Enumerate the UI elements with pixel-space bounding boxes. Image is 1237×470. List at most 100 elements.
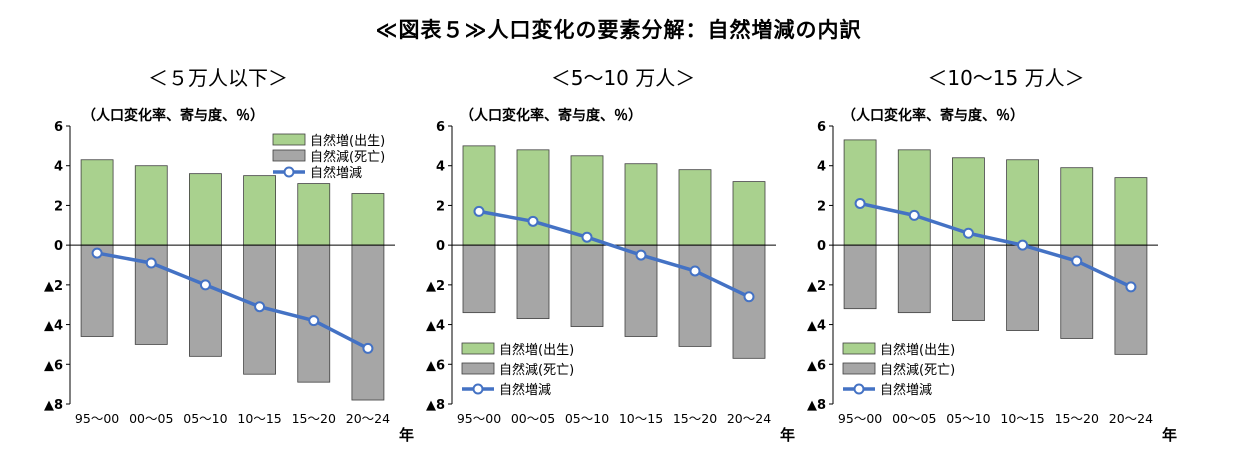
bar-deaths [462,244,496,314]
legend: 自然増(出生)自然減(死亡)自然増減 [842,342,955,398]
y-tick-label: ▲2 [44,279,63,294]
legend-label-net: 自然増減 [310,165,362,181]
y-tick-label: 0 [54,239,63,254]
point-net [91,247,103,259]
legend-label-births: 自然増(出生) [880,342,955,358]
chart-title: ＜5～10 万人＞ [551,66,696,90]
bar-deaths [678,244,712,347]
y-tick-label: ▲8 [807,398,826,413]
legend-marker-net [853,383,865,395]
legend-label-deaths: 自然減(死亡) [310,149,385,165]
x-tick-label: 95～00 [75,411,119,426]
bar-births [297,183,331,246]
chart-panel-3: ＜10～15 万人＞ （人口変化率、寄与度、％） 6 4 2 0 ▲2 ▲4 ▲6 ▲8 95～00… [807,66,1177,444]
y-tick-label: 6 [436,120,445,135]
y-axis-label: （人口変化率、寄与度、％） [82,107,264,124]
y-tick-label: ▲2 [807,279,826,294]
y-tick-label: 4 [54,160,63,175]
x-tick-label: 05～10 [565,411,609,426]
y-tick-label: 0 [817,239,826,254]
point-net [254,301,266,313]
bar-deaths [843,244,877,310]
point-net [962,227,974,239]
x-tick-label: 00～05 [892,411,936,426]
bar-deaths [1114,244,1148,355]
y-tick-label: ▲4 [807,319,826,334]
bar-births [243,175,276,246]
chart-panel-1: ＜５万人以下＞ （人口変化率、寄与度、％） 6 4 2 0 ▲2 ▲4 ▲6 ▲8 95～00 00～… [44,66,414,444]
y-tick-label: 2 [436,199,445,214]
legend-swatch-births [272,133,306,146]
y-tick-label: ▲6 [807,358,826,373]
bar-deaths [897,244,931,314]
bar-deaths [80,244,114,337]
x-tick-label: 15～20 [673,411,717,426]
point-net [635,249,647,261]
y-tick-label: 4 [436,160,445,175]
y-tick-label: ▲8 [426,398,445,413]
y-tick-label: 6 [54,120,63,135]
x-tick-label: 00～05 [511,411,555,426]
x-axis-unit: 年 [1162,426,1177,444]
y-tick-label: ▲8 [44,398,63,413]
y-tick-label: ▲4 [426,319,445,334]
legend-swatch-births [461,342,495,355]
point-net [473,205,485,217]
point-net [581,231,593,243]
bar-births [189,173,222,246]
x-axis-unit: 年 [399,426,414,444]
legend-swatch-births [842,342,876,355]
x-tick-label: 10～15 [237,411,281,426]
bar-births [462,145,496,246]
x-tick-label: 20～24 [346,411,390,426]
point-net [908,209,920,221]
bar-deaths [516,244,550,320]
page-title: ≪図表５≫人口変化の要素分解：自然増減の内訳 [375,18,862,42]
y-axis-label: （人口変化率、寄与度、％） [842,107,1024,124]
legend-swatch-deaths [842,362,876,375]
chart-panel-2: ＜5～10 万人＞ （人口変化率、寄与度、％） 6 4 2 0 ▲2 ▲4 ▲6 ▲8 95～00 0… [426,66,795,444]
legend-label-deaths: 自然減(死亡) [499,362,574,378]
bar-births [80,159,114,246]
y-tick-label: ▲4 [44,319,63,334]
point-net [199,279,211,291]
legend-label-net: 自然増減 [499,382,551,398]
bar-deaths [952,244,985,321]
bar-deaths [1006,244,1039,331]
legend: 自然増(出生) 自然減(死亡) 自然増減 [461,342,574,398]
legend-marker-net [283,166,295,178]
chart-title: ＜５万人以下＞ [148,66,288,90]
line-net [96,251,369,350]
point-net [1071,255,1083,267]
y-tick-label: ▲2 [426,279,445,294]
legend-label-births: 自然増(出生) [499,342,574,358]
y-tick-label: ▲6 [426,358,445,373]
bar-births [897,149,931,246]
bar-births [678,169,712,246]
legend-label-births: 自然増(出生) [310,133,385,149]
x-tick-label: 10～15 [619,411,663,426]
bar-births [134,165,168,246]
legend-swatch-deaths [461,362,495,375]
line-net [478,209,750,299]
legend-swatch-deaths [272,149,306,162]
x-axis-unit: 年 [780,426,795,444]
chart-title: ＜10～15 万人＞ [927,66,1084,90]
legend-label-deaths: 自然減(死亡) [880,362,955,378]
bar-deaths [297,244,331,383]
legend: 自然増(出生)自然減(死亡)自然増減 [272,133,385,181]
y-tick-label: ▲6 [44,358,63,373]
point-net [1017,239,1029,251]
x-tick-label: 20～24 [727,411,771,426]
bar-births [1006,159,1039,246]
y-tick-label: 6 [817,120,826,135]
legend-marker-net [472,383,484,395]
point-net [308,315,320,327]
y-tick-label: 2 [54,199,63,214]
line-net [859,201,1132,289]
y-tick-label: 4 [817,160,826,175]
bar-births [1060,167,1094,246]
point-net [145,257,157,269]
y-axis-label: （人口変化率、寄与度、％） [460,107,642,124]
